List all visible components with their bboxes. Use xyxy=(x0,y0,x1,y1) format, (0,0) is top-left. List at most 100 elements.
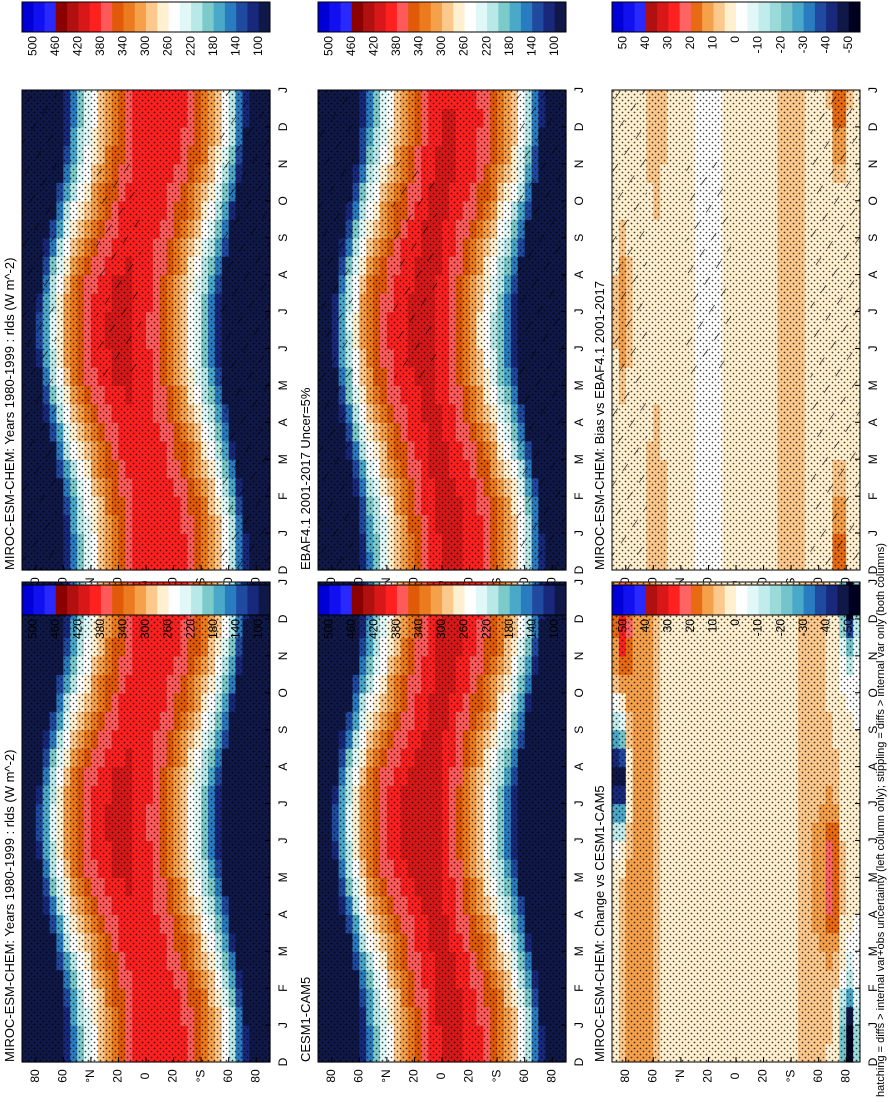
month-label: S xyxy=(866,234,880,242)
colorbar-swatch xyxy=(848,2,861,32)
colorbar-swatch xyxy=(78,585,91,615)
colorbar-frame xyxy=(21,584,271,616)
month-label: J xyxy=(572,87,586,93)
month-label: F xyxy=(866,492,880,499)
colorbar-label: 180 xyxy=(206,619,220,639)
month-label: J xyxy=(276,309,290,315)
colorbar-swatch xyxy=(645,2,658,32)
month-label: M xyxy=(866,454,880,464)
month-label: D xyxy=(276,122,290,131)
colorbar-swatch xyxy=(168,585,181,615)
month-label: A xyxy=(866,418,880,426)
colorbar-swatch xyxy=(419,2,432,32)
month-label: D xyxy=(276,565,290,574)
hatch-overlay-south xyxy=(220,90,270,570)
colorbar-swatch xyxy=(396,2,409,32)
month-label: J xyxy=(276,801,290,807)
colorbar-label: -20 xyxy=(773,36,787,54)
month-label: M xyxy=(276,380,290,390)
colorbar-label: 260 xyxy=(457,36,471,56)
colorbar-swatch xyxy=(146,585,158,615)
colorbar-swatch xyxy=(430,2,443,32)
colorbar-swatch xyxy=(224,2,237,32)
colorbar-label: 30 xyxy=(661,36,675,50)
colorbar-swatch xyxy=(374,2,387,32)
colorbar-swatch xyxy=(509,2,522,32)
colorbar-label: -50 xyxy=(841,36,855,54)
colorbar-swatch xyxy=(157,2,170,32)
colorbar-swatch xyxy=(112,2,124,32)
colorbar-swatch xyxy=(179,585,192,615)
colorbar-swatch xyxy=(22,585,34,615)
colorbar-label: 380 xyxy=(93,36,107,56)
month-label: N xyxy=(276,652,290,661)
month-label: F xyxy=(276,492,290,499)
colorbar-label: 300 xyxy=(434,36,448,56)
colorbar-swatch xyxy=(385,2,398,32)
month-label: A xyxy=(276,910,290,918)
colorbar-swatch xyxy=(134,585,147,615)
lat-label: 60 xyxy=(56,1069,70,1083)
month-label: J xyxy=(276,530,290,536)
lat-label: 80 xyxy=(28,1069,42,1083)
month-label: N xyxy=(866,160,880,169)
month-label: J xyxy=(866,345,880,351)
colorbar-swatch xyxy=(453,2,466,32)
panel-title: MIROC-ESM-CHEM: Years 1980-1999 : rlds (… xyxy=(2,258,17,570)
colorbar-swatch xyxy=(100,2,113,32)
colorbar-label: 420 xyxy=(71,36,85,56)
colorbar-swatch xyxy=(318,2,330,32)
lat-label: °S xyxy=(193,1070,207,1083)
lat-label: 80 xyxy=(248,1069,262,1083)
colorbar-swatch xyxy=(22,2,34,32)
colorbar-swatch xyxy=(89,585,102,615)
colorbar-label: 500 xyxy=(25,36,39,56)
colorbar-label: -40 xyxy=(818,36,832,54)
colorbar-swatch xyxy=(191,2,203,32)
month-label: M xyxy=(276,872,290,882)
colorbar-label: 460 xyxy=(48,36,62,56)
panel-title: MIROC-ESM-CHEM: Years 1980-1999 : rlds (… xyxy=(2,750,17,1062)
colorbar-label: 180 xyxy=(502,36,516,56)
month-label: S xyxy=(572,234,586,242)
panel-2: DJFMAMJJASONDJ8060°N20020°S6080MIROC-ESM… xyxy=(592,1,880,591)
colorbar-label: 500 xyxy=(321,36,335,56)
month-label: J xyxy=(572,345,586,351)
colorbar-diff: 50 40 30 20 10 0 -10 -20 -30 -40 -50 xyxy=(611,1,861,54)
hatch-overlay-north xyxy=(318,90,353,570)
colorbar-swatch xyxy=(213,2,226,32)
colorbar-swatch xyxy=(340,2,353,32)
colorbar-label: 220 xyxy=(479,36,493,56)
month-label: J xyxy=(276,345,290,351)
month-label: J xyxy=(572,530,586,536)
colorbar-swatch xyxy=(351,2,364,32)
colorbar-swatch xyxy=(781,2,793,32)
colorbar-swatch xyxy=(554,2,567,32)
month-label: J xyxy=(276,1022,290,1028)
colorbar-swatch xyxy=(668,2,681,32)
month-label: D xyxy=(866,565,880,574)
colorbar-label: 340 xyxy=(412,36,426,56)
month-label: A xyxy=(572,271,586,279)
colorbar-swatch xyxy=(123,585,136,615)
colorbar-swatch xyxy=(623,2,636,32)
month-label: S xyxy=(276,234,290,242)
colorbar-swatch xyxy=(736,2,748,32)
month-label: N xyxy=(276,160,290,169)
month-label: J xyxy=(276,87,290,93)
colorbar-label: 140 xyxy=(524,36,538,56)
month-label: A xyxy=(276,763,290,771)
colorbar-swatch xyxy=(67,585,79,615)
month-label: O xyxy=(276,196,290,205)
month-label: A xyxy=(276,271,290,279)
colorbar-swatch xyxy=(363,2,375,32)
colorbar-swatch xyxy=(112,585,124,615)
panel-0: DJFMAMJJASONDJ8060°N20020°S6080MIROC-ESM… xyxy=(2,1,290,591)
panel-title: MIROC-ESM-CHEM: Bias vs EBAF4.1 2001-201… xyxy=(592,281,607,570)
month-label: M xyxy=(866,380,880,390)
colorbar-swatch xyxy=(498,2,511,32)
colorbar-label: 300 xyxy=(138,36,152,56)
colorbar-swatch xyxy=(179,2,192,32)
